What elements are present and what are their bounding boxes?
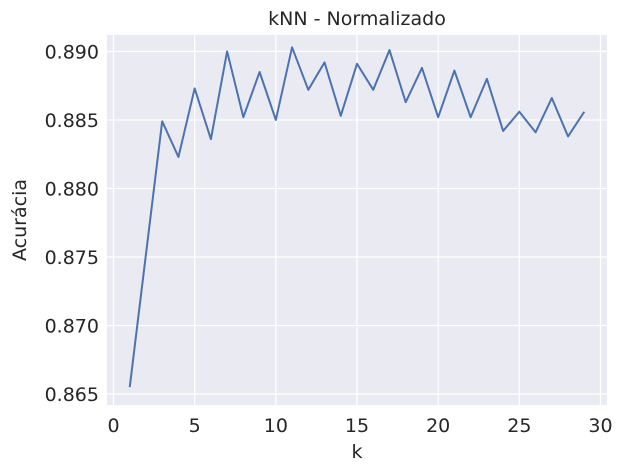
x-tick-label: 5	[189, 415, 201, 437]
series-layer	[128, 46, 586, 388]
y-tick-labels: 0.865 0.870 0.875 0.880 0.885 0.890	[45, 41, 99, 406]
y-tick-label: 0.885	[45, 110, 99, 132]
x-tick-label: 0	[107, 415, 119, 437]
chart-title: kNN - Normalizado	[268, 8, 446, 30]
x-tick-label: 10	[264, 415, 288, 437]
y-tick-label: 0.880	[45, 178, 99, 200]
x-tick-label: 15	[345, 415, 369, 437]
x-tick-labels: 0 5 10 15 20 25 30	[107, 415, 612, 437]
grid-lines	[107, 35, 607, 405]
x-tick-label: 30	[588, 415, 612, 437]
y-tick-label: 0.870	[45, 316, 99, 338]
x-tick-label: 20	[426, 415, 450, 437]
x-axis-label: k	[351, 441, 362, 463]
y-tick-label: 0.865	[45, 384, 99, 406]
y-tick-label: 0.875	[45, 247, 99, 269]
y-tick-label: 0.890	[45, 41, 99, 63]
series-line	[128, 46, 586, 388]
y-axis-label: Acurácia	[9, 179, 31, 261]
x-tick-label: 25	[507, 415, 531, 437]
